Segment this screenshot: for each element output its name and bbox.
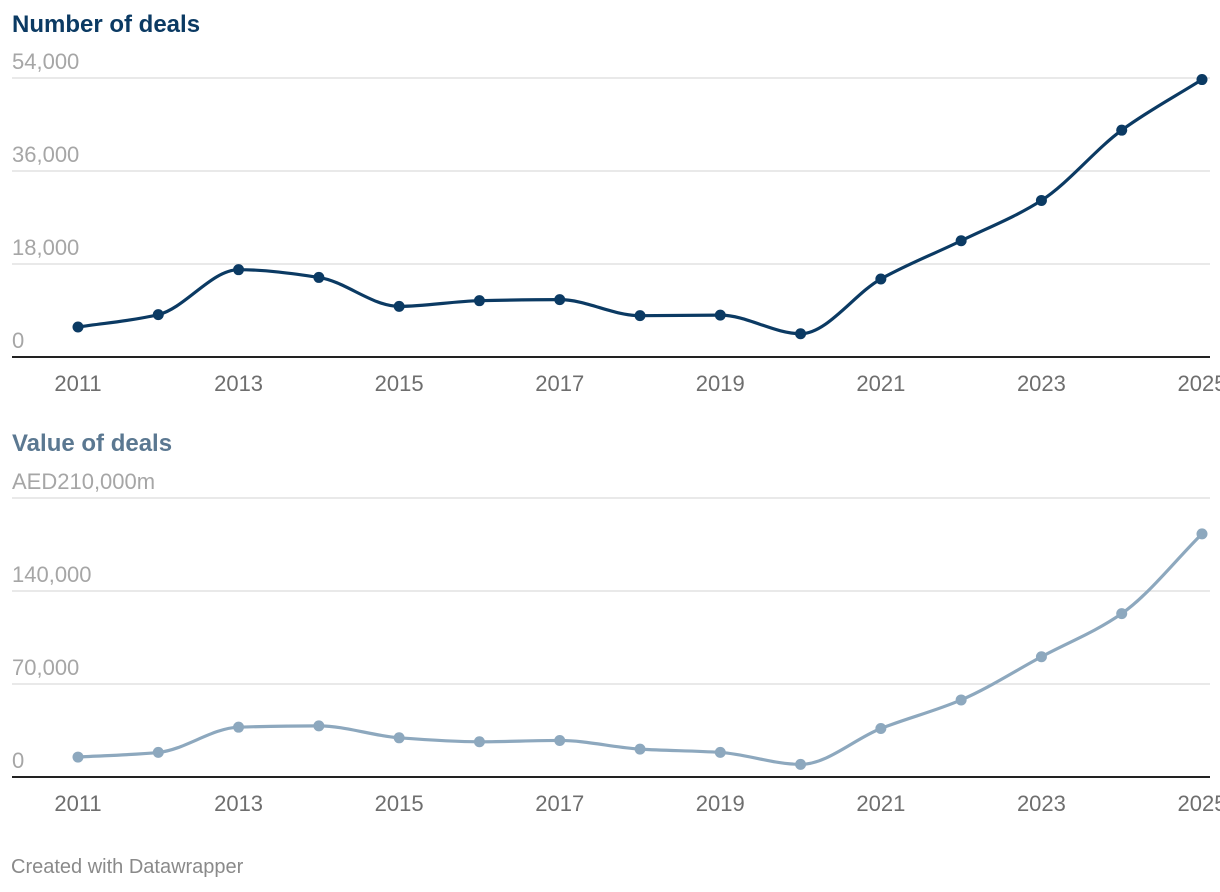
data-point (634, 310, 646, 322)
data-point (1196, 528, 1208, 540)
data-point (233, 264, 245, 276)
x-tick-label: 2017 (535, 371, 584, 396)
x-tick-label: 2017 (535, 791, 584, 816)
data-point (1196, 74, 1208, 86)
x-tick-label: 2013 (214, 371, 263, 396)
x-tick-label: 2015 (375, 371, 424, 396)
x-tick-label: 2025 (1178, 371, 1220, 396)
data-point (955, 235, 967, 247)
data-point (393, 732, 405, 744)
y-tick-label: 0 (12, 748, 24, 773)
y-tick-label: AED210,000m (12, 469, 155, 494)
y-tick-label: 0 (12, 328, 24, 353)
y-tick-label: 70,000 (12, 655, 79, 680)
x-tick-label: 2025 (1178, 791, 1220, 816)
data-point (233, 721, 245, 733)
x-tick-label: 2021 (856, 791, 905, 816)
data-point (473, 295, 485, 307)
series-line (76, 77, 1204, 336)
data-point (313, 271, 325, 283)
data-point (714, 309, 726, 321)
data-point (1035, 651, 1047, 663)
data-point (1116, 124, 1128, 136)
x-tick-label: 2019 (696, 791, 745, 816)
data-point (393, 300, 405, 312)
datawrapper-credit: Created with Datawrapper (11, 856, 244, 878)
x-tick-label: 2013 (214, 791, 263, 816)
x-tick-label: 2011 (54, 791, 101, 816)
data-point (473, 736, 485, 748)
x-tick-label: 2023 (1017, 371, 1066, 396)
data-point (875, 723, 887, 735)
series-line (76, 532, 1204, 766)
data-point (714, 746, 726, 758)
data-point (875, 273, 887, 285)
x-tick-label: 2019 (696, 371, 745, 396)
data-point (554, 294, 566, 306)
y-tick-label: 36,000 (12, 142, 79, 167)
data-point (955, 694, 967, 706)
y-tick-label: 140,000 (12, 562, 92, 587)
data-point (795, 328, 807, 340)
x-tick-label: 2021 (856, 371, 905, 396)
chart-title-value-of-deals: Value of deals (12, 430, 173, 457)
x-tick-label: 2011 (54, 371, 101, 396)
chart-title-number-of-deals: Number of deals (12, 11, 201, 38)
value-of-deals-line-chart: 0 70,000 140,000 AED210,000m 2011 2013 2015 201… (12, 469, 1220, 816)
data-point (152, 309, 164, 321)
data-point (554, 734, 566, 746)
data-point (795, 758, 807, 770)
data-point (634, 743, 646, 755)
y-tick-label: 18,000 (12, 235, 79, 260)
data-point (313, 720, 325, 732)
data-point (1035, 194, 1047, 206)
x-tick-label: 2015 (375, 791, 424, 816)
data-point (72, 751, 84, 763)
y-tick-label: 54,000 (12, 49, 79, 74)
data-point (152, 746, 164, 758)
data-point (1116, 608, 1128, 620)
number-of-deals-line-chart: 0 18,000 36,000 54,000 2011 2013 2015 2017 2019 2… (12, 49, 1220, 396)
x-tick-label: 2023 (1017, 791, 1066, 816)
data-point (72, 321, 84, 333)
